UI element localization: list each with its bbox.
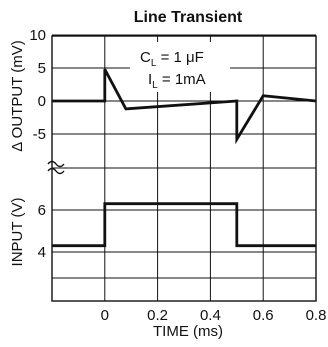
y-tick-label-input: 4 (38, 244, 46, 261)
y-tick-label-output: -5 (33, 126, 46, 143)
y-ticks-input: 64 (38, 202, 46, 261)
y-label-input: INPUT (V) (9, 198, 26, 267)
x-label: TIME (ms) (153, 323, 223, 340)
axis-break-mark (47, 160, 65, 175)
y-tick-label-output: 10 (29, 27, 46, 44)
x-tick-label: 0.6 (253, 307, 274, 324)
x-tick-label: 0.4 (200, 307, 221, 324)
cl-label: CL = 1 μF (140, 49, 204, 69)
il-label: IL = 1mA (148, 71, 206, 91)
x-tick-label: 0.2 (147, 307, 168, 324)
x-ticks: 0 0.2 0.4 0.6 0.8 (101, 307, 327, 324)
y-tick-label-output: 5 (38, 60, 46, 77)
series (52, 68, 317, 248)
input-trace (52, 202, 316, 248)
condition-annotation: CL = 1 μF IL = 1mA (130, 42, 230, 92)
x-tick-label: 0.8 (306, 307, 327, 324)
y-tick-label-input: 6 (38, 202, 46, 219)
y-ticks-output: 10 5 0 -5 (29, 27, 46, 143)
annotation-background (130, 42, 230, 92)
y-tick-label-output: 0 (38, 93, 46, 110)
y-label-output: Δ OUTPUT (mV) (9, 40, 26, 151)
chart-title: Line Transient (134, 9, 243, 26)
x-tick-label: 0 (101, 307, 109, 324)
output-trace (52, 68, 317, 145)
